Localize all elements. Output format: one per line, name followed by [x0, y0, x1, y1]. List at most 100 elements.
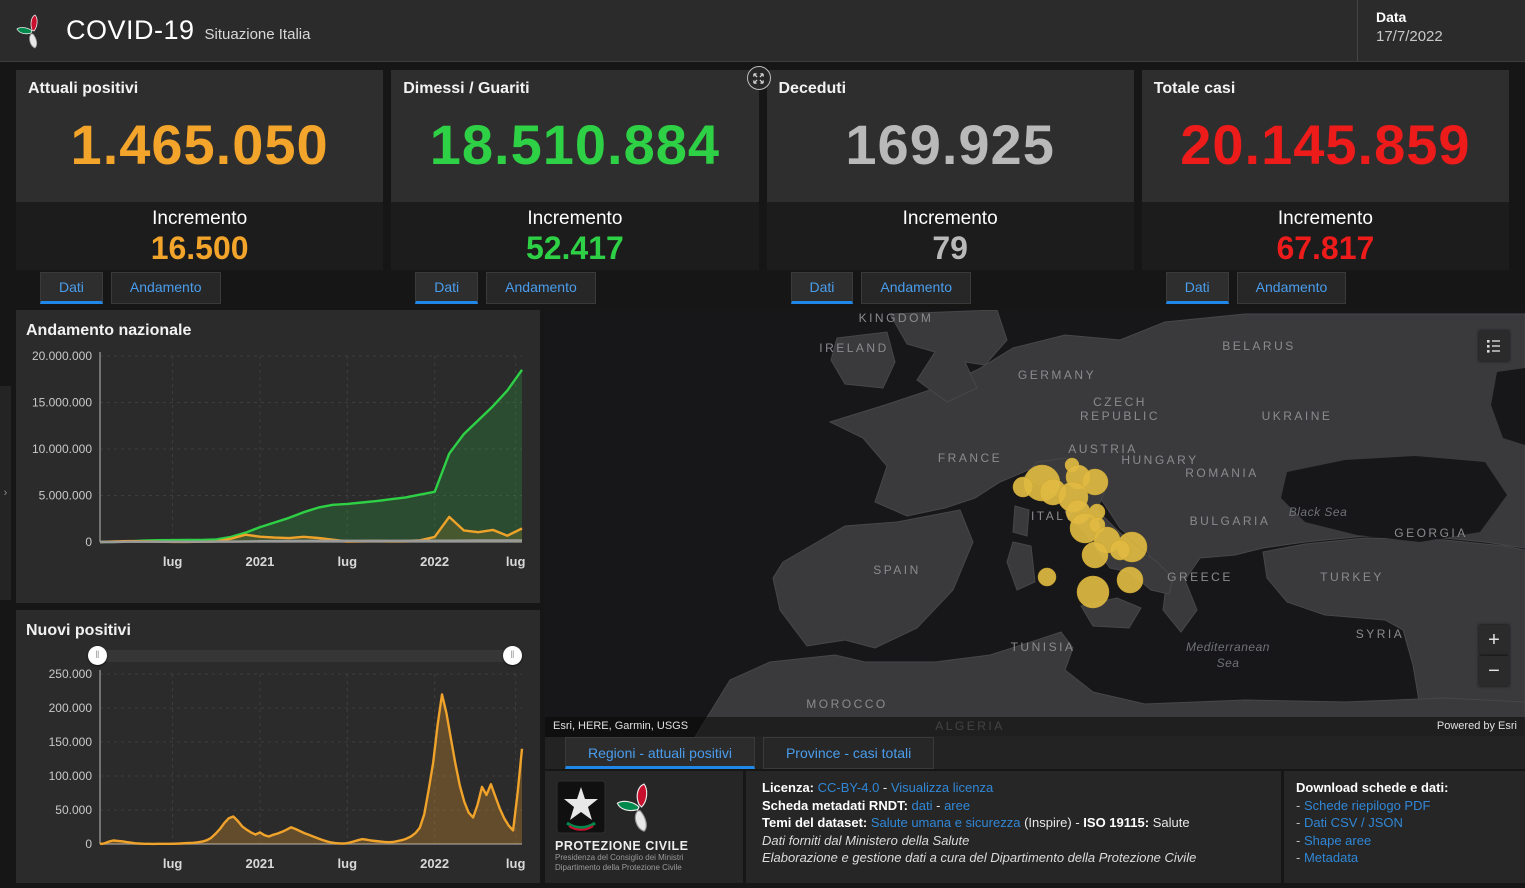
- download-title: Download schede e dati:: [1296, 780, 1449, 795]
- nuovi-positivi-panel: Nuovi positivi ‖ ‖ lug 2021 lug 2022 lug 0 50.…: [16, 610, 540, 883]
- svg-text:Sea: Sea: [1217, 656, 1240, 670]
- svg-text:GREECE: GREECE: [1167, 570, 1233, 584]
- svg-text:100.000: 100.000: [49, 769, 93, 783]
- attribution-sources: Esri, HERE, Garmin, USGS: [553, 720, 689, 732]
- metadata-aree-link[interactable]: aree: [944, 797, 971, 813]
- tab-dati-dimessi[interactable]: Dati: [415, 272, 479, 304]
- triangle-logo-icon: [616, 783, 648, 832]
- svg-text:lug: lug: [163, 856, 183, 871]
- card-totale-casi: Totale casi 20.145.859 Incremento 67.817…: [1141, 70, 1509, 304]
- dataset-theme-link[interactable]: Salute umana e sicurezza: [870, 815, 1021, 830]
- svg-text:REPUBLIC: REPUBLIC: [1080, 409, 1160, 423]
- svg-text:150.000: 150.000: [49, 735, 93, 749]
- slider-handle-left[interactable]: ‖: [88, 646, 107, 665]
- download-item: - Shape aree: [1296, 832, 1372, 848]
- protezione-civile-logo-icon: [16, 14, 38, 48]
- stat-cards-row: Attuali positivi 1.465.050 Incremento 16…: [16, 66, 1509, 304]
- download-item: - Schede riepilogo PDF: [1296, 797, 1431, 813]
- expand-side-panel-handle[interactable]: ›: [0, 386, 11, 600]
- card-label: Dimessi / Guariti: [403, 80, 530, 97]
- svg-text:2022: 2022: [420, 856, 449, 871]
- increment-label: Incremento: [527, 208, 623, 229]
- chart-title: Nuovi positivi: [26, 622, 131, 639]
- svg-text:TUNISIA: TUNISIA: [1011, 640, 1076, 654]
- map-canvas[interactable]: KINGDOM IRELAND BELARUS GERMANY CZECHREPUBLI…: [545, 310, 1525, 737]
- slider-track[interactable]: [96, 650, 514, 662]
- card-label: Deceduti: [778, 80, 847, 97]
- svg-text:GERMANY: GERMANY: [1018, 368, 1096, 382]
- svg-text:CZECH: CZECH: [1093, 395, 1147, 409]
- svg-text:UKRAINE: UKRAINE: [1262, 409, 1333, 423]
- emblem-logo-icon: [556, 780, 606, 834]
- zoom-in-button[interactable]: +: [1479, 625, 1509, 655]
- license-label: Licenza:: [762, 780, 815, 795]
- attribution-esri: Powered by Esri: [1436, 720, 1517, 732]
- download-shape-link[interactable]: Shape aree: [1303, 832, 1372, 848]
- map-tabbar: Regioni - attuali positivi Province - ca…: [545, 737, 1525, 769]
- metadata-dati-link[interactable]: dati: [911, 797, 933, 813]
- card-attuali-positivi: Attuali positivi 1.465.050 Incremento 16…: [16, 70, 384, 304]
- time-range-slider: ‖ ‖: [88, 646, 522, 666]
- license-link[interactable]: CC-BY-4.0: [817, 780, 880, 795]
- svg-text:SYRIA: SYRIA: [1356, 627, 1405, 641]
- svg-text:ITALY: ITALY: [1031, 509, 1075, 523]
- data-management-note: Elaborazione e gestione dati a cura del …: [762, 850, 1197, 865]
- dataset-label: Temi del dataset:: [762, 815, 868, 830]
- expand-card-button[interactable]: [746, 66, 771, 90]
- svg-text:TURKEY: TURKEY: [1320, 570, 1384, 584]
- svg-text:2022: 2022: [420, 554, 449, 569]
- zoom-out-button[interactable]: −: [1479, 656, 1509, 686]
- card-label: Totale casi: [1153, 80, 1236, 97]
- chart-title: Andamento nazionale: [26, 322, 192, 339]
- download-metadata-link[interactable]: Metadata: [1303, 850, 1359, 865]
- dataset-line: Temi del dataset: Salute umana e sicurez…: [762, 815, 1190, 830]
- date-value: 17/7/2022: [1376, 28, 1443, 45]
- svg-text:10.000.000: 10.000.000: [32, 442, 92, 456]
- tab-andamento-attuali[interactable]: Andamento: [110, 272, 221, 304]
- svg-text:20.000.000: 20.000.000: [32, 349, 92, 363]
- download-pdf-link[interactable]: Schede riepilogo PDF: [1303, 797, 1431, 813]
- svg-text:Black Sea: Black Sea: [1289, 505, 1348, 519]
- svg-text:lug: lug: [506, 856, 526, 871]
- view-license-link[interactable]: Visualizza licenza: [890, 780, 994, 795]
- svg-text:HUNGARY: HUNGARY: [1121, 453, 1198, 467]
- tab-andamento-dimessi[interactable]: Andamento: [486, 272, 596, 304]
- tab-dati-totale[interactable]: Dati: [1165, 272, 1229, 304]
- svg-text:50.000: 50.000: [55, 803, 92, 817]
- svg-text:lug: lug: [163, 554, 183, 569]
- increment-value: 52.417: [525, 230, 624, 266]
- tab-dati-deceduti[interactable]: Dati: [790, 272, 854, 304]
- svg-text:0: 0: [85, 837, 92, 851]
- license-line: Licenza: CC-BY-4.0 - Visualizza licenza: [762, 780, 994, 795]
- increment-label: Incremento: [1277, 208, 1373, 229]
- org-line2: Dipartimento della Protezione Civile: [555, 863, 682, 872]
- org-name: PROTEZIONE CIVILE: [555, 839, 689, 853]
- svg-text:200.000: 200.000: [49, 701, 93, 715]
- card-dimessi-guariti: Dimessi / Guariti 18.510.884 Incremento …: [391, 66, 771, 304]
- svg-text:SPAIN: SPAIN: [873, 563, 921, 577]
- footer-download-panel: Download schede e dati: - Schede riepilo…: [1284, 771, 1525, 883]
- tab-province-casi-totali[interactable]: Province - casi totali: [762, 737, 935, 769]
- footer: PROTEZIONE CIVILE Presidenza del Consigl…: [545, 771, 1525, 883]
- increment-value: 16.500: [150, 230, 249, 266]
- tab-andamento-deceduti[interactable]: Andamento: [861, 272, 972, 304]
- svg-text:ROMANIA: ROMANIA: [1185, 466, 1259, 480]
- metadata-line: Scheda metadati RNDT: dati - aree: [762, 797, 971, 813]
- slider-handle-right[interactable]: ‖: [503, 646, 522, 665]
- card-label: Attuali positivi: [28, 80, 139, 97]
- tab-andamento-totale[interactable]: Andamento: [1236, 272, 1347, 304]
- date-label: Data: [1376, 9, 1407, 25]
- download-csv-json-link[interactable]: Dati CSV / JSON: [1303, 815, 1403, 830]
- tab-regioni-attuali-positivi[interactable]: Regioni - attuali positivi: [565, 737, 755, 769]
- data-source-note: Dati forniti dal Ministero della Salute: [762, 832, 970, 848]
- svg-text:15.000.000: 15.000.000: [32, 396, 92, 410]
- svg-text:FRANCE: FRANCE: [938, 451, 1002, 465]
- svg-text:IRELAND: IRELAND: [819, 341, 889, 355]
- page-title: COVID-19: [66, 15, 195, 45]
- tab-dati-attuali[interactable]: Dati: [40, 272, 103, 304]
- footer-logos-panel: PROTEZIONE CIVILE Presidenza del Consigl…: [545, 771, 743, 883]
- europe-map[interactable]: KINGDOM IRELAND BELARUS GERMANY CZECH REPUBLI…: [545, 310, 1525, 737]
- svg-text:AUSTRIA: AUSTRIA: [1068, 442, 1138, 456]
- card-deceduti: Deceduti 169.925 Incremento 79 Dati Anda…: [766, 70, 1134, 304]
- legend-button[interactable]: [1479, 331, 1509, 361]
